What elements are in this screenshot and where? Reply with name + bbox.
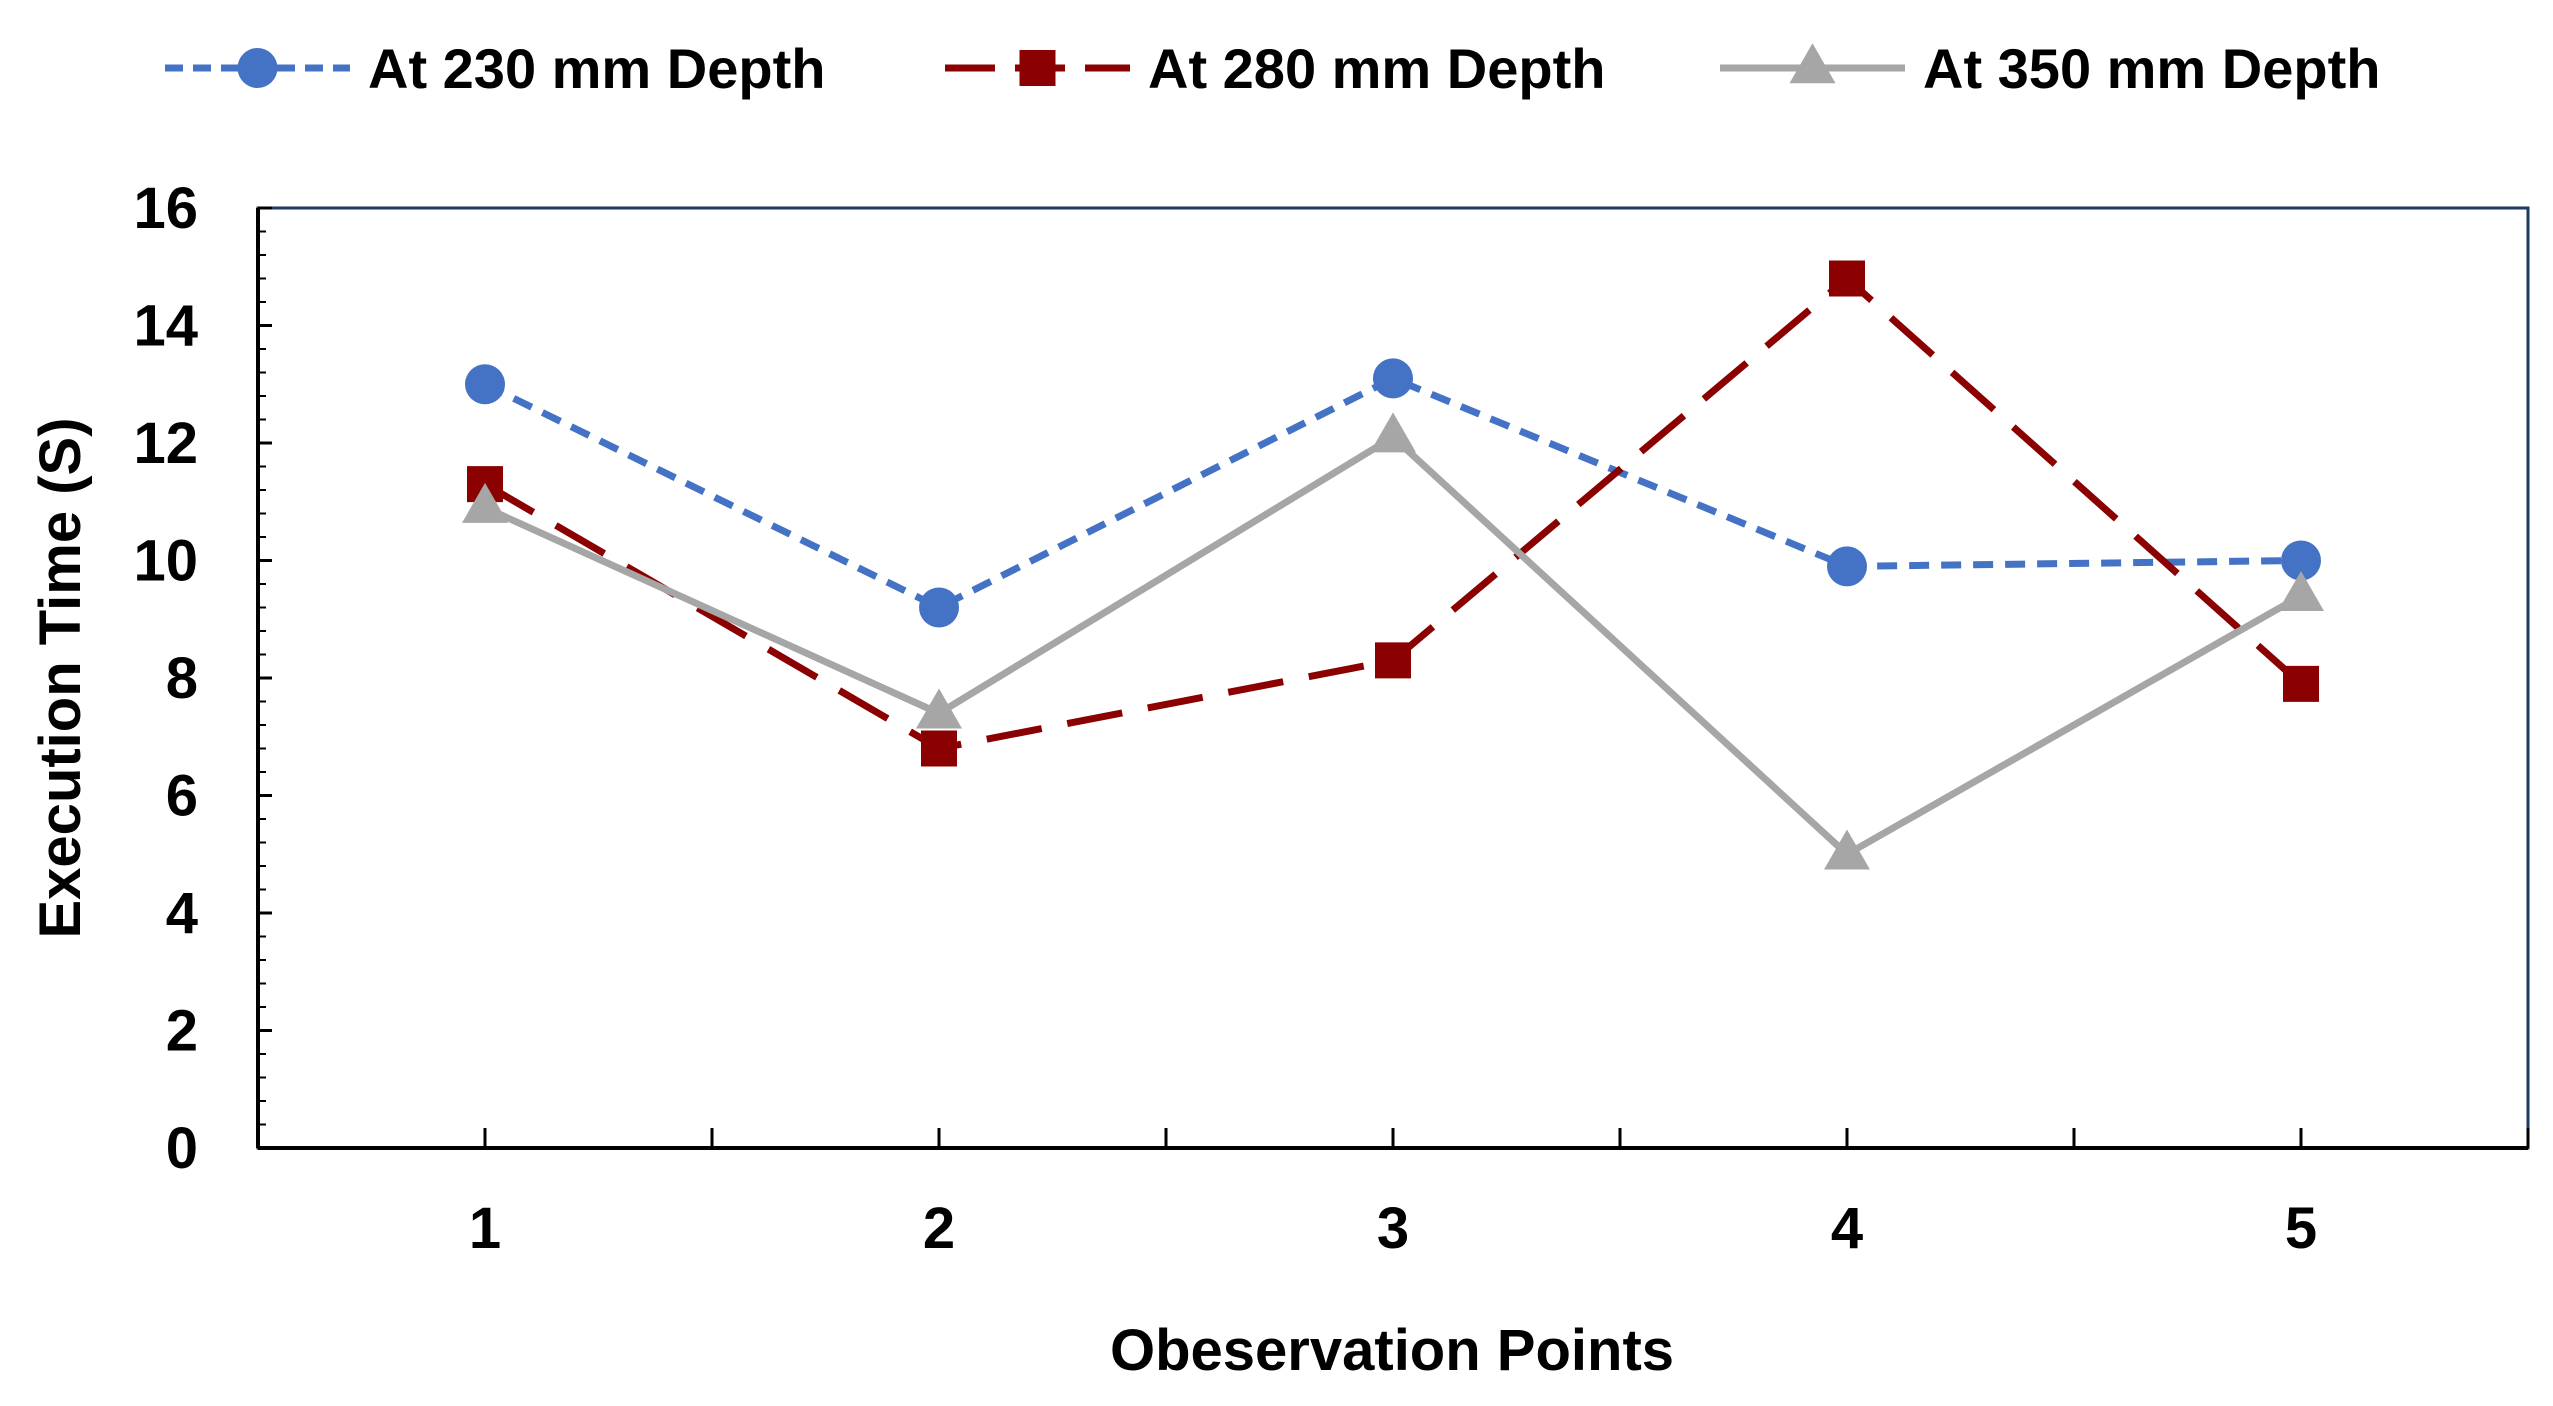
x-tick-label: 1 <box>469 1196 501 1261</box>
legend-label: At 280 mm Depth <box>1148 37 1605 100</box>
y-tick-label: 6 <box>166 764 198 829</box>
series-layer <box>462 260 2324 870</box>
data-point <box>1827 546 1867 587</box>
data-point <box>462 482 508 523</box>
x-tick-label: 5 <box>2285 1196 2317 1261</box>
y-tick-label: 2 <box>166 999 198 1064</box>
y-tick-label: 8 <box>166 646 198 711</box>
legend-item: At 350 mm Depth <box>1720 37 2380 100</box>
legend-item: At 280 mm Depth <box>945 37 1605 100</box>
legend-marker <box>1019 50 1056 86</box>
series-3 <box>462 412 2324 870</box>
data-point <box>1829 260 1865 297</box>
y-tick-label: 10 <box>133 529 198 594</box>
data-point <box>1373 358 1413 399</box>
data-point <box>919 587 959 628</box>
y-tick-label: 14 <box>133 294 198 359</box>
y-tick-label: 16 <box>133 176 198 241</box>
series-2 <box>467 260 2319 767</box>
x-tick-label: 3 <box>1377 1196 1409 1261</box>
data-point <box>2281 540 2321 581</box>
legend-marker <box>237 48 278 88</box>
legend-item: At 230 mm Depth <box>165 37 825 100</box>
data-point <box>2283 665 2319 702</box>
x-axis: 1 2 3 4 5 <box>256 1128 2530 1261</box>
series-1 <box>465 358 2321 628</box>
data-point <box>2278 570 2324 611</box>
y-tick-label: 0 <box>166 1116 198 1181</box>
legend-label: At 350 mm Depth <box>1923 37 2380 100</box>
y-axis-title: Execution Time (S) <box>28 417 93 938</box>
y-tick-label: 12 <box>133 411 198 476</box>
data-point <box>916 688 962 729</box>
data-point <box>1370 412 1416 453</box>
y-tick-label: 4 <box>166 881 198 946</box>
y-axis: 0 2 4 6 8 10 12 14 16 <box>133 176 272 1181</box>
legend: At 230 mm Depth At 280 mm Depth At 350 mm … <box>165 37 2380 100</box>
series-line <box>483 374 2302 611</box>
data-point <box>921 730 957 767</box>
data-point <box>1824 829 1870 870</box>
x-tick-label: 2 <box>923 1196 955 1261</box>
data-point <box>465 364 505 405</box>
data-point <box>1375 642 1411 679</box>
x-axis-title: Obeservation Points <box>1110 1318 1674 1383</box>
x-tick-label: 4 <box>1831 1196 1863 1261</box>
legend-marker <box>1789 43 1836 84</box>
legend-label: At 230 mm Depth <box>368 37 825 100</box>
